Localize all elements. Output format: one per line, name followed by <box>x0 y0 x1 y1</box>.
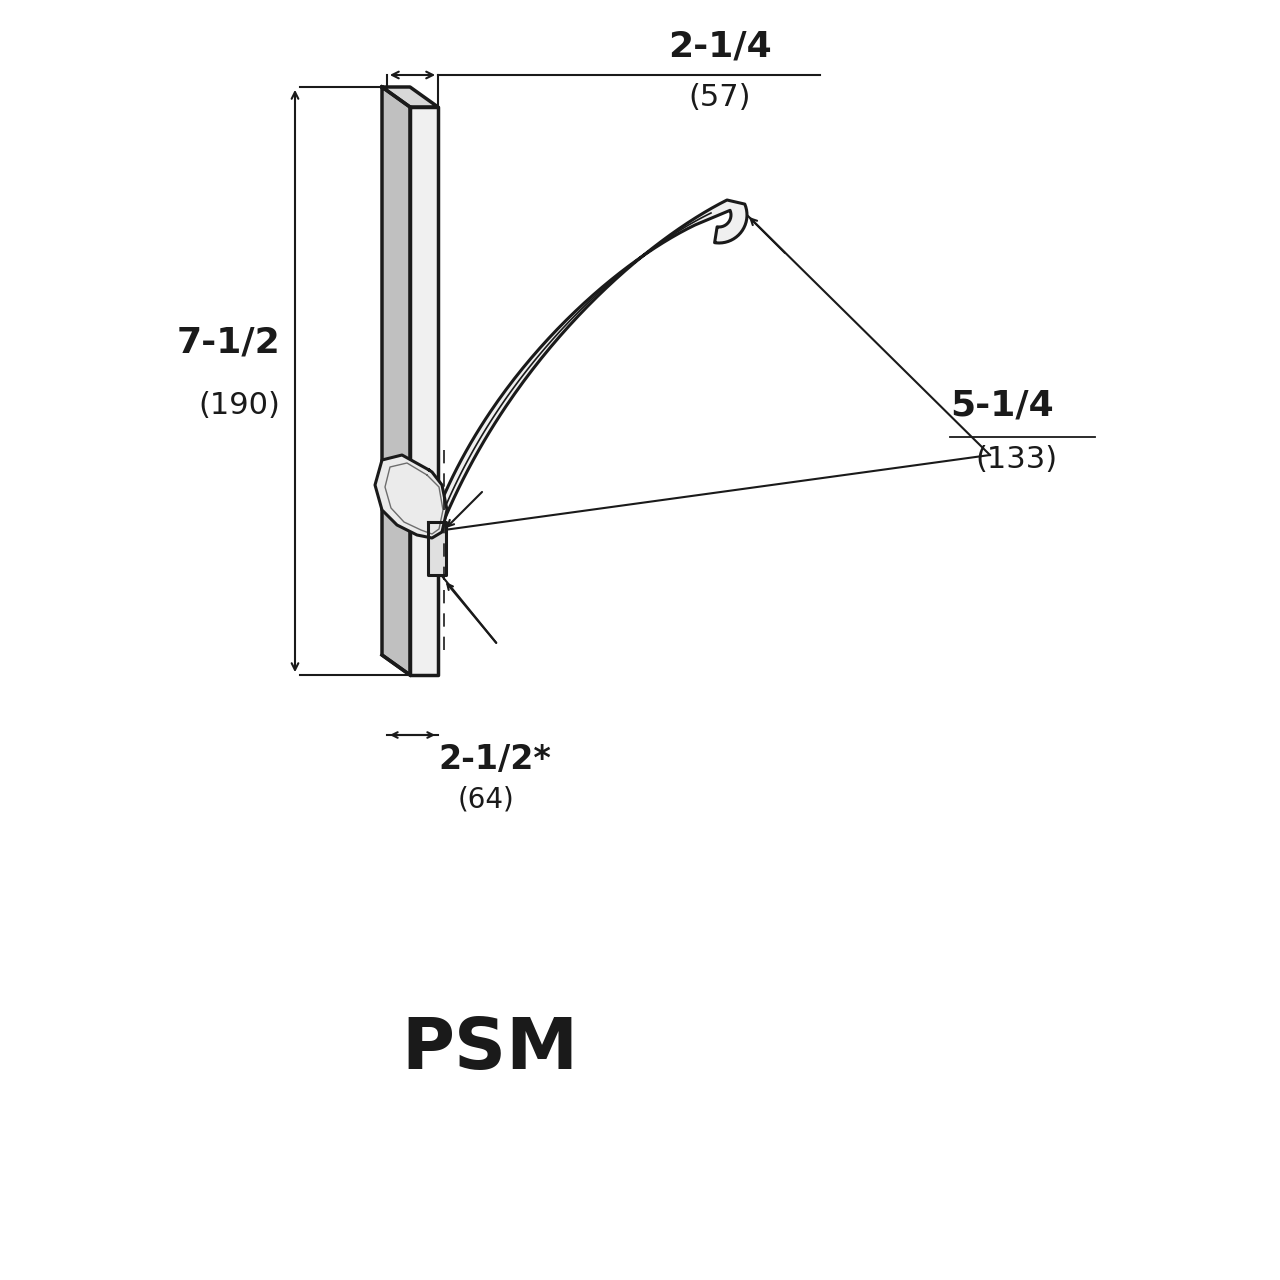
Polygon shape <box>375 454 447 538</box>
Text: (57): (57) <box>689 83 751 113</box>
Polygon shape <box>428 522 445 575</box>
Polygon shape <box>381 87 410 675</box>
Text: PSM: PSM <box>402 1015 579 1084</box>
Text: 7-1/2: 7-1/2 <box>177 325 280 358</box>
Text: 2-1/2*: 2-1/2* <box>438 742 550 776</box>
Text: (64): (64) <box>458 785 515 813</box>
Text: 5-1/4: 5-1/4 <box>950 388 1053 422</box>
Polygon shape <box>410 108 438 675</box>
Polygon shape <box>433 200 748 525</box>
Text: 2-1/4: 2-1/4 <box>668 29 772 63</box>
Text: (190): (190) <box>198 390 280 420</box>
Text: (133): (133) <box>975 445 1057 474</box>
Polygon shape <box>381 87 438 108</box>
